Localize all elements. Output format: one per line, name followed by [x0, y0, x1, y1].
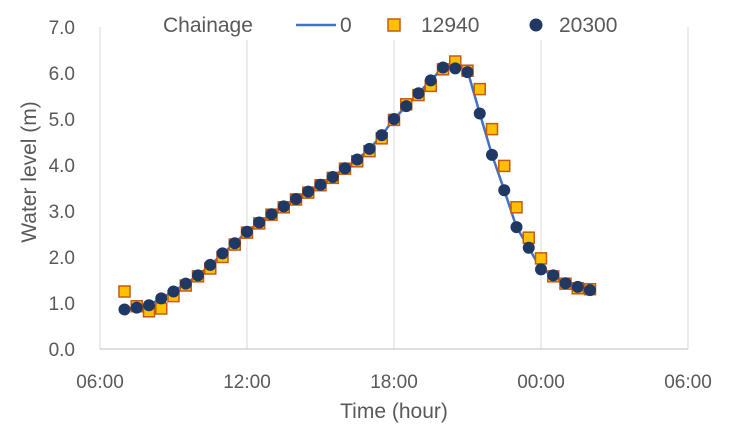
legend-circle-sample	[529, 18, 543, 32]
x-tick-labels: 06:00 12:00 18:00 00:00 06:00	[76, 372, 712, 393]
data-point-20300	[510, 221, 523, 234]
y-tick-labels: 0.0 1.0 2.0 3.0 4.0 5.0 6.0 7.0	[49, 18, 75, 361]
y-tick-label: 1.0	[49, 294, 75, 315]
data-point-12940	[118, 285, 131, 298]
y-tick-label: 3.0	[49, 202, 75, 223]
data-point-12940	[498, 159, 511, 173]
data-point-20300	[302, 185, 315, 198]
data-point-20300	[265, 208, 278, 221]
y-tick-label: 6.0	[49, 64, 75, 85]
data-point-20300	[535, 263, 547, 276]
data-point-20300	[118, 303, 131, 316]
data-point-12940	[510, 201, 523, 214]
data-point-12940	[473, 82, 486, 96]
data-point-20300	[412, 87, 425, 100]
y-tick-label: 0.0	[49, 340, 75, 361]
y-tick-label: 7.0	[49, 18, 75, 39]
legend-title: Chainage	[163, 14, 253, 37]
data-point-20300	[143, 299, 155, 312]
y-tick-label: 2.0	[49, 248, 75, 269]
legend-label-20300: 20300	[559, 14, 617, 37]
data-point-20300	[424, 74, 437, 87]
data-point-20300	[290, 193, 302, 206]
data-point-20300	[388, 113, 400, 125]
data-point-20300	[314, 178, 327, 191]
data-point-20300	[155, 292, 168, 305]
grid-lines	[99, 27, 689, 349]
x-tick-label: 06:00	[664, 372, 712, 393]
data-point-20300	[228, 237, 241, 250]
legend-label-12940: 12940	[421, 14, 479, 37]
data-point-20300	[375, 129, 388, 142]
x-tick-label: 00:00	[517, 372, 565, 393]
data-point-20300	[559, 277, 572, 290]
y-axis-title: Water level (m)	[18, 101, 41, 243]
data-point-20300	[498, 184, 511, 197]
data-point-20300	[339, 162, 351, 175]
data-point-12940	[155, 302, 168, 315]
data-point-20300	[486, 148, 498, 161]
plot-area	[118, 55, 597, 318]
x-tick-label: 18:00	[370, 372, 418, 393]
y-tick-label: 5.0	[49, 110, 75, 131]
x-tick-label: 06:00	[76, 372, 124, 393]
data-point-20300	[167, 285, 180, 298]
data-point-20300	[216, 247, 229, 260]
legend-square-sample	[387, 18, 401, 32]
data-point-20300	[473, 107, 486, 120]
data-point-20300	[522, 241, 535, 254]
data-point-20300	[253, 216, 266, 229]
data-point-20300	[326, 170, 339, 183]
data-point-20300	[437, 61, 449, 74]
x-tick-label: 12:00	[223, 372, 271, 393]
legend: Chainage 0 12940 20300	[150, 6, 646, 40]
data-point-20300	[192, 269, 204, 282]
x-axis-title: Time (hour)	[340, 400, 448, 423]
data-point-20300	[547, 269, 560, 282]
data-point-20300	[241, 225, 253, 238]
data-point-20300	[204, 258, 217, 271]
data-point-20300	[363, 142, 376, 155]
data-point-20300	[400, 100, 413, 113]
y-tick-label: 4.0	[49, 156, 75, 177]
data-point-12940	[522, 231, 535, 244]
data-point-20300	[351, 153, 364, 166]
data-point-20300	[571, 280, 584, 293]
data-point-20300	[584, 284, 596, 297]
data-point-20300	[130, 301, 143, 314]
data-point-20300	[461, 66, 474, 79]
data-point-12940	[485, 122, 499, 136]
data-point-20300	[449, 62, 462, 75]
data-point-12940	[534, 252, 548, 265]
legend-label-0: 0	[340, 14, 352, 37]
data-point-20300	[179, 277, 192, 290]
data-point-20300	[277, 200, 290, 213]
